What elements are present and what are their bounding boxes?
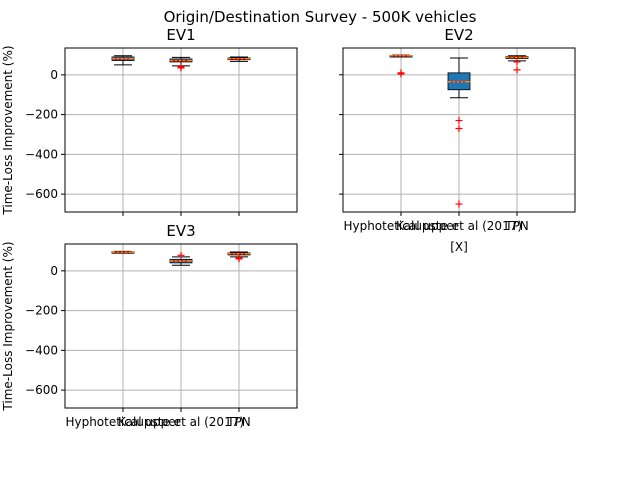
outlier-point	[397, 70, 405, 78]
panel-title: EV1	[166, 26, 195, 44]
panel-title: EV3	[166, 222, 195, 240]
x-axis-label: [X]	[450, 240, 468, 254]
box-3	[227, 56, 251, 62]
box-2	[447, 57, 471, 208]
chart-panel-ev1: 0 −200 −400 −600 EV1 Time-Loss Improvement (%…	[1, 26, 298, 216]
outlier-point	[455, 200, 463, 208]
axes-frame	[64, 243, 298, 409]
outlier-point	[455, 117, 463, 125]
outlier-point	[177, 251, 185, 259]
y-tick-label: 0	[50, 264, 58, 278]
y-tick-label: −200	[25, 304, 58, 318]
axes-frame	[342, 47, 576, 213]
y-tick-label: −400	[25, 147, 58, 161]
axes-frame	[64, 47, 298, 213]
box-3	[505, 55, 529, 74]
x-tick-label: TPN	[504, 219, 529, 233]
outlier-point	[455, 125, 463, 133]
y-axis-label: Time-Loss Improvement (%)	[1, 45, 15, 215]
y-tick-label: −400	[25, 343, 58, 357]
x-tick-label: TPN	[226, 415, 251, 429]
x-tick-label: Kalupste et al (2017)	[118, 415, 244, 429]
box-3	[227, 251, 251, 263]
x-tick-label: Kalupste et al (2017)	[396, 219, 522, 233]
x-tick-label: Hyphotetical upper	[343, 219, 458, 233]
y-tick-label: −600	[25, 187, 58, 201]
box-1	[111, 250, 135, 254]
chart-panel-ev3: 0 −200 −400 −600 Hyphotetical upperKalupste …	[1, 222, 298, 429]
panel-title: EV2	[444, 26, 473, 44]
y-tick-label: −600	[25, 383, 58, 397]
outlier-point	[513, 58, 521, 66]
x-tick-label: Hyphotetical upper	[65, 415, 180, 429]
box-2	[169, 251, 193, 266]
box-1	[389, 54, 413, 78]
y-axis-label: Time-Loss Improvement (%)	[1, 241, 15, 411]
y-tick-label: −200	[25, 108, 58, 122]
y-tick-label: 0	[50, 68, 58, 82]
box-2	[169, 56, 193, 72]
box-1	[111, 55, 135, 66]
outlier-point	[513, 66, 521, 74]
figure-title: Origin/Destination Survey - 500K vehicle…	[164, 8, 477, 26]
outlier-point	[235, 255, 243, 263]
outlier-point	[177, 64, 185, 72]
